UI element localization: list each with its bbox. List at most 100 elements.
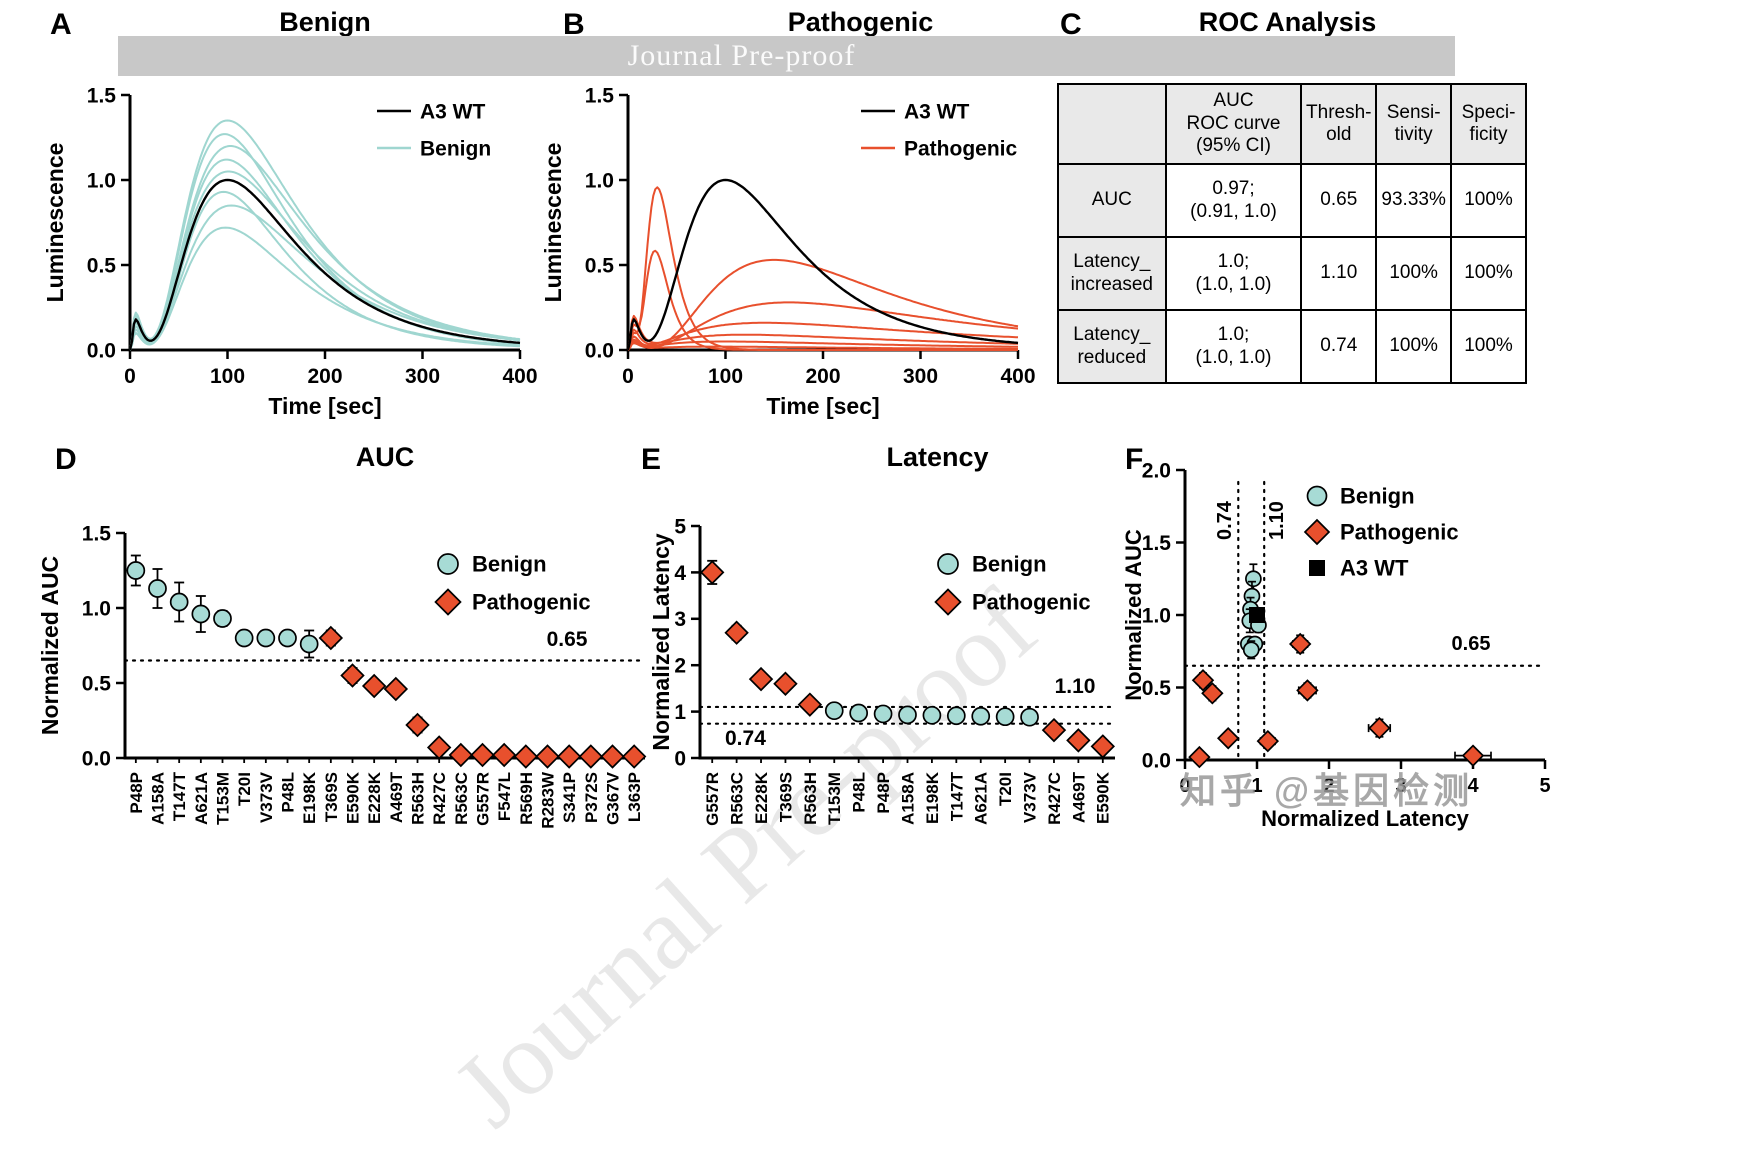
- y-tick-label: 2: [674, 655, 686, 678]
- x-tick-label: 300: [903, 365, 938, 388]
- pathogenic-marker: [773, 671, 798, 696]
- x-tick-label: 400: [502, 365, 537, 388]
- y-tick-label: 0.5: [1142, 677, 1172, 700]
- category-label: A621A: [972, 772, 991, 825]
- legend-label: Pathogenic: [1340, 520, 1459, 545]
- legend-label: Benign: [972, 552, 1047, 577]
- y-tick-label: 5: [674, 515, 686, 538]
- benign-marker: [213, 609, 232, 628]
- pathogenic-marker: [491, 742, 517, 768]
- y-tick-label: 1.5: [87, 84, 117, 107]
- category-label: R563H: [408, 772, 427, 825]
- category-label: E198K: [923, 771, 942, 824]
- pathogenic-marker: [426, 735, 452, 760]
- pathogenic-marker: [1216, 727, 1240, 750]
- y-tick-label: 1.0: [1142, 604, 1171, 627]
- y-tick-label: 0.0: [585, 339, 614, 362]
- threshold-label: 1.10: [1266, 501, 1288, 540]
- benign-marker: [922, 705, 942, 725]
- category-label: R427C: [1045, 772, 1064, 825]
- benign-marker: [873, 704, 893, 724]
- category-label: P372S: [582, 772, 601, 823]
- category-label: A621A: [192, 772, 211, 825]
- pathogenic-marker: [1288, 632, 1312, 656]
- x-tick-label: 400: [1000, 365, 1035, 388]
- legend-label: A3 WT: [904, 100, 970, 123]
- category-label: S341P: [560, 772, 579, 823]
- y-axis-title: Luminescence: [540, 143, 566, 303]
- x-tick-label: 2: [1323, 775, 1334, 797]
- curve-A3-WT: [626, 178, 1019, 351]
- benign-marker: [971, 706, 991, 726]
- roc-table-container: AUC ROC curve (95% CI) Thresh- old Sensi- …: [1057, 83, 1527, 384]
- category-label: G557R: [703, 772, 722, 826]
- pathogenic-luminescence-chart: 0.0 0.5 1.0 1.5 0 100 200 300 400 Time [sec] Lumin…: [540, 84, 1036, 419]
- x-axis-title: Normalized Latency: [1261, 806, 1470, 831]
- pathogenic-marker: [318, 625, 344, 651]
- curve-benign-6: [129, 190, 521, 351]
- y-tick-label: 0.0: [82, 747, 111, 770]
- panel-auc-vs-latency: F 0.0 0.5 1.0 1.5 2.0 0 1 2 3 4 5 Normalized Latenc…: [1121, 440, 1590, 937]
- pathogenic-marker: [556, 744, 582, 769]
- panel-label-c: C: [1060, 8, 1082, 41]
- benign-marker: [995, 707, 1015, 727]
- benign-luminescence-chart: 0.0 0.5 1.0 1.5 0 100 200 300 400 Time [sec] Lumin…: [42, 84, 538, 419]
- figure: Journal Pre-proof Journal Pre-proof A Be…: [25, 5, 1590, 1149]
- pathogenic-marker: [797, 692, 823, 717]
- category-label: F547L: [495, 772, 514, 821]
- benign-marker: [1306, 485, 1328, 507]
- benign-marker: [148, 579, 167, 598]
- category-label: T20I: [996, 772, 1015, 806]
- category-label: P48L: [278, 772, 297, 813]
- benign-marker: [169, 592, 189, 612]
- x-axis-title: Time [sec]: [268, 393, 381, 419]
- x-tick-label: 100: [708, 365, 743, 388]
- category-label: R563H: [801, 772, 820, 825]
- legend-label: Pathogenic: [904, 137, 1018, 160]
- benign-marker: [1020, 707, 1039, 727]
- category-label: T369S: [322, 772, 341, 822]
- panel-label-f: F: [1125, 443, 1144, 476]
- pathogenic-marker: [1461, 744, 1485, 767]
- category-label: E590K: [1094, 771, 1113, 824]
- legend-label: Pathogenic: [472, 590, 591, 615]
- curve-path-8: [627, 342, 1018, 351]
- roc-cell: 100%: [1450, 236, 1527, 311]
- category-label: T20I: [235, 772, 254, 806]
- curve-benign-8: [129, 226, 521, 351]
- roc-cell: 93.33%: [1375, 163, 1453, 238]
- legend-label: Benign: [420, 137, 491, 160]
- category-label: A158A: [148, 772, 167, 825]
- roc-cell: 100%: [1450, 163, 1527, 238]
- y-tick-label: 0: [674, 747, 686, 770]
- banner-text: Journal Pre-proof: [627, 39, 856, 72]
- y-tick-label: 0.5: [82, 672, 112, 695]
- category-label: E590K: [343, 771, 362, 824]
- roc-cell: 1.0; (1.0, 1.0): [1164, 236, 1303, 311]
- x-tick-label: 300: [405, 365, 440, 388]
- y-tick-label: 0.0: [1142, 749, 1171, 772]
- category-label: P48P: [127, 772, 146, 814]
- x-tick-label: 0: [1179, 775, 1190, 797]
- panel-benign-kinetics: A Benign 0.0 0.5 1.0 1.5 0 100 200 300 400 Time […: [25, 5, 540, 440]
- panel-title-auc: AUC: [355, 442, 415, 472]
- y-tick-label: 1.0: [82, 597, 111, 620]
- pathogenic-marker: [934, 588, 962, 616]
- journal-preproof-banner: Journal Pre-proof: [118, 36, 1455, 76]
- y-tick-label: 3: [674, 608, 686, 631]
- roc-cell: 100%: [1375, 236, 1453, 311]
- pathogenic-marker: [578, 744, 604, 769]
- roc-cell: 100%: [1375, 309, 1453, 384]
- legend-label: Benign: [472, 552, 547, 577]
- y-axis-title: Normalized Latency: [648, 533, 674, 750]
- category-label: E198K: [300, 771, 319, 824]
- category-label: A469T: [1069, 771, 1088, 823]
- roc-cell: 1.10: [1300, 236, 1378, 311]
- curve-path-4: [627, 301, 1019, 351]
- category-label: P48L: [850, 772, 869, 813]
- roc-cell: 100%: [1450, 309, 1527, 384]
- category-label: R569H: [517, 772, 536, 825]
- x-tick-label: 3: [1395, 775, 1406, 797]
- pathogenic-marker: [1090, 734, 1115, 759]
